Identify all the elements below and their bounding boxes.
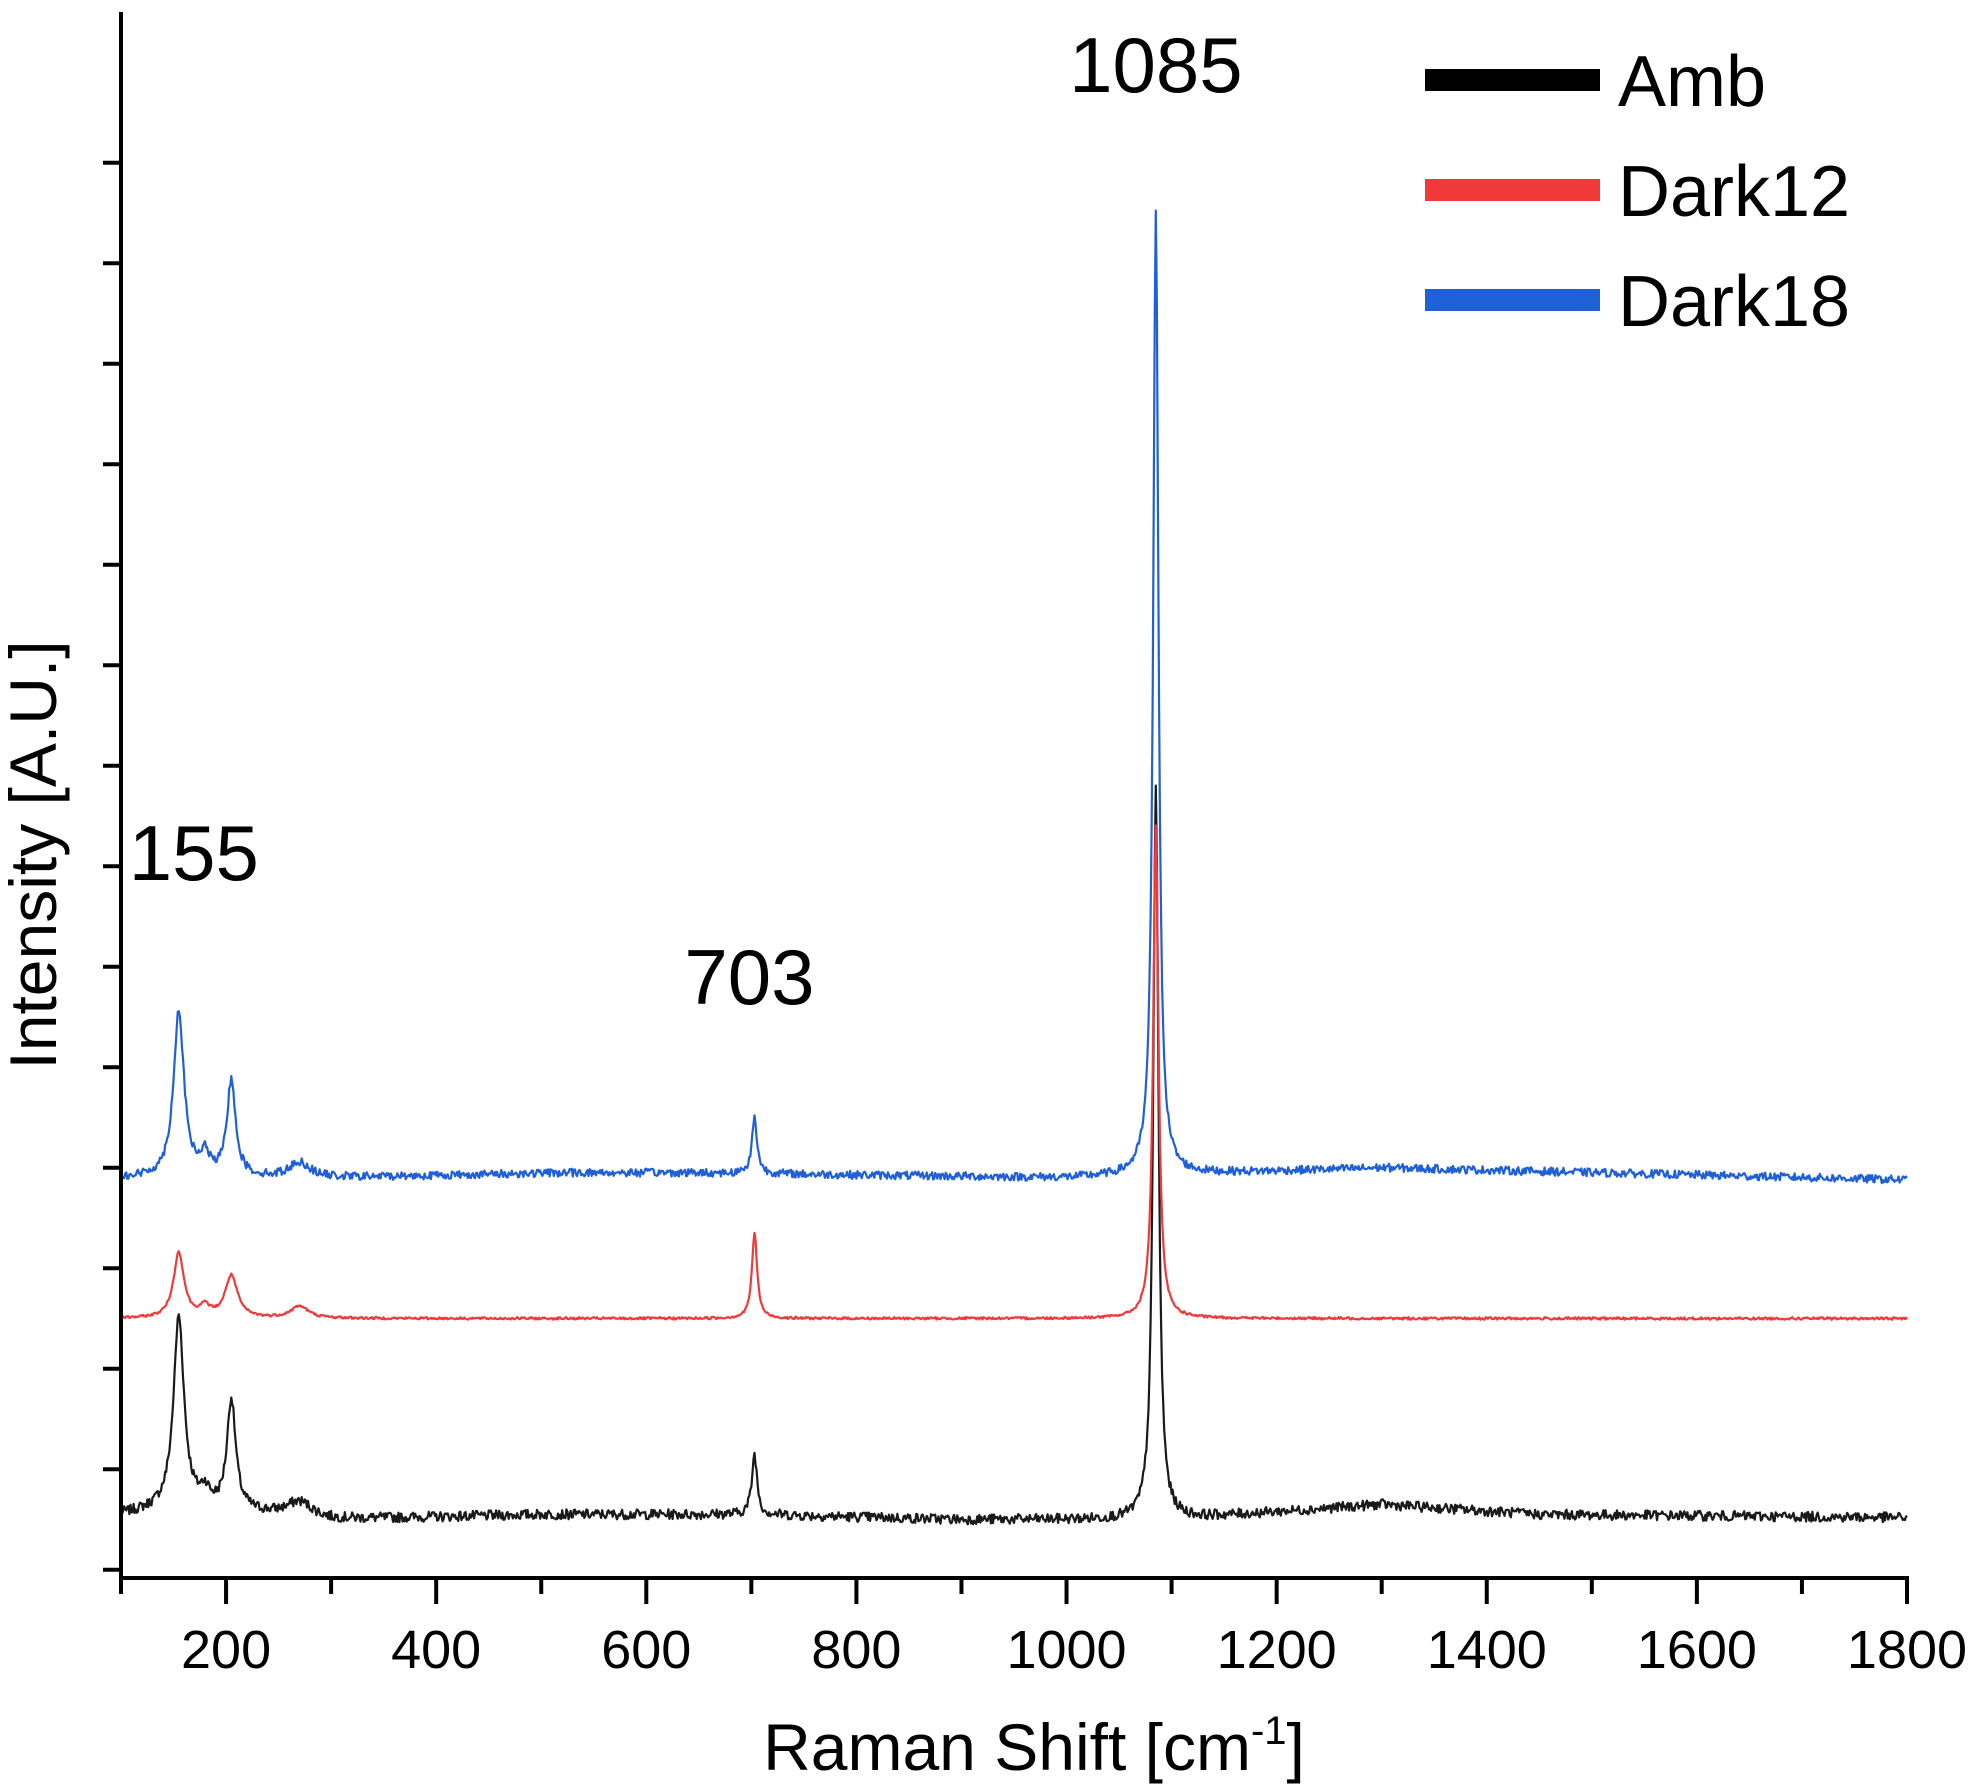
legend-swatch-amb (1425, 69, 1600, 91)
x-tick-label: 1000 (1006, 1620, 1126, 1680)
x-tick-label: 200 (181, 1620, 271, 1680)
x-tick-label: 400 (391, 1620, 481, 1680)
peak-annotations: 155 703 1085 (129, 21, 1243, 1021)
y-axis-title: Intensity [A.U.] (0, 640, 70, 1069)
axes: 200 400 600 800 1000 1200 1400 1600 1800 (103, 12, 1967, 1680)
legend-label-dark12: Dark12 (1618, 152, 1850, 232)
x-tick-label: 1200 (1217, 1620, 1337, 1680)
peak-label-155: 155 (129, 809, 259, 897)
x-tick-label: 600 (601, 1620, 691, 1680)
series-line-dark18 (120, 209, 1908, 1185)
x-tick-label: 1600 (1637, 1620, 1757, 1680)
legend-label-dark18: Dark18 (1618, 262, 1850, 342)
legend: Amb Dark12 Dark18 (1425, 42, 1850, 342)
x-axis-title-end: ] (1287, 1710, 1305, 1784)
legend-swatch-dark12 (1425, 179, 1600, 201)
x-axis-title: Raman Shift [cm-1] (763, 1709, 1305, 1784)
peak-label-1085: 1085 (1069, 21, 1243, 109)
legend-label-amb: Amb (1618, 42, 1766, 122)
y-ticks (103, 160, 121, 1572)
legend-swatch-dark18 (1425, 289, 1600, 311)
x-tick-label: 800 (811, 1620, 901, 1680)
x-axis-title-sup: -1 (1251, 1709, 1287, 1753)
x-ticks: 200 400 600 800 1000 1200 1400 1600 1800 (119, 1578, 1967, 1680)
series-line-dark12 (120, 824, 1908, 1321)
series-line-amb (119, 784, 1908, 1526)
x-tick-label: 1400 (1427, 1620, 1547, 1680)
series-layer (119, 209, 1908, 1526)
x-axis-title-main: Raman Shift [cm (763, 1710, 1251, 1784)
x-tick-label: 1800 (1847, 1620, 1967, 1680)
peak-label-703: 703 (684, 933, 814, 1021)
